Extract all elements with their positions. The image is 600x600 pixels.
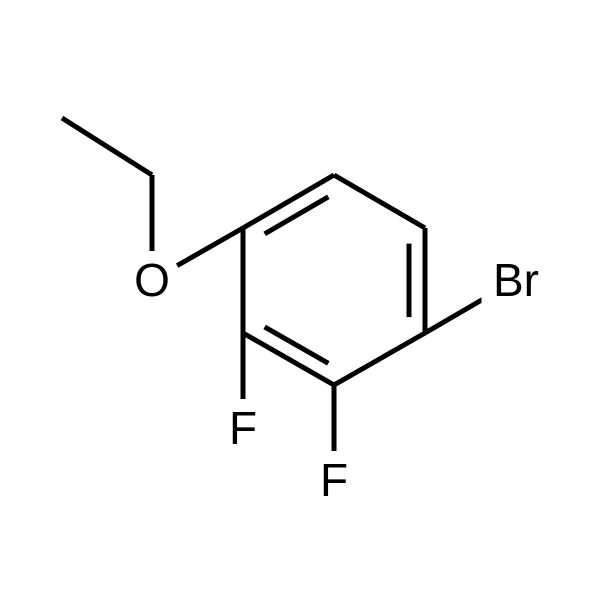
atom-label-f2: F <box>229 402 257 454</box>
atom-label-f1: F <box>320 454 348 506</box>
atom-label-o: O <box>134 254 170 306</box>
chemical-structure: O Br F F <box>0 0 600 600</box>
atom-label-br: Br <box>493 254 539 306</box>
